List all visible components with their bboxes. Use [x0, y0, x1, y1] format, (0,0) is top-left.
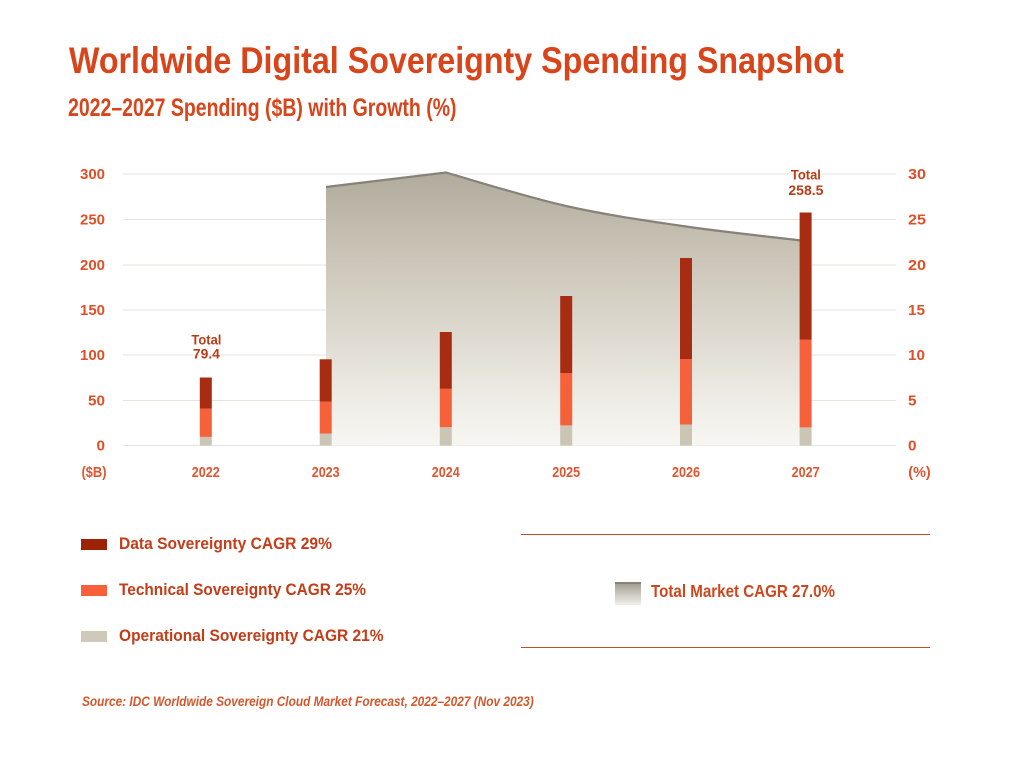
svg-text:20: 20 [908, 257, 926, 274]
svg-text:30: 30 [908, 166, 926, 183]
svg-text:($B): ($B) [82, 464, 107, 481]
svg-text:2027: 2027 [792, 464, 820, 481]
svg-text:25: 25 [908, 212, 926, 229]
svg-text:150: 150 [80, 302, 105, 319]
svg-text:258.5: 258.5 [788, 183, 823, 198]
svg-text:2025: 2025 [552, 464, 580, 481]
svg-text:2023: 2023 [312, 464, 340, 481]
svg-text:0: 0 [97, 438, 106, 455]
svg-text:(%): (%) [908, 464, 931, 481]
svg-text:200: 200 [80, 257, 105, 274]
svg-text:100: 100 [80, 347, 105, 364]
svg-text:2024: 2024 [432, 464, 461, 481]
svg-text:10: 10 [908, 347, 925, 364]
svg-text:2026: 2026 [672, 464, 700, 481]
svg-text:50: 50 [88, 393, 105, 410]
svg-text:Total: Total [191, 332, 221, 347]
svg-text:250: 250 [80, 212, 105, 229]
svg-text:15: 15 [908, 302, 925, 319]
svg-text:0: 0 [908, 438, 917, 455]
svg-text:2022: 2022 [192, 464, 220, 481]
svg-text:Total: Total [791, 168, 821, 183]
svg-text:300: 300 [80, 166, 105, 183]
svg-text:5: 5 [908, 393, 917, 410]
svg-text:79.4: 79.4 [193, 347, 220, 362]
